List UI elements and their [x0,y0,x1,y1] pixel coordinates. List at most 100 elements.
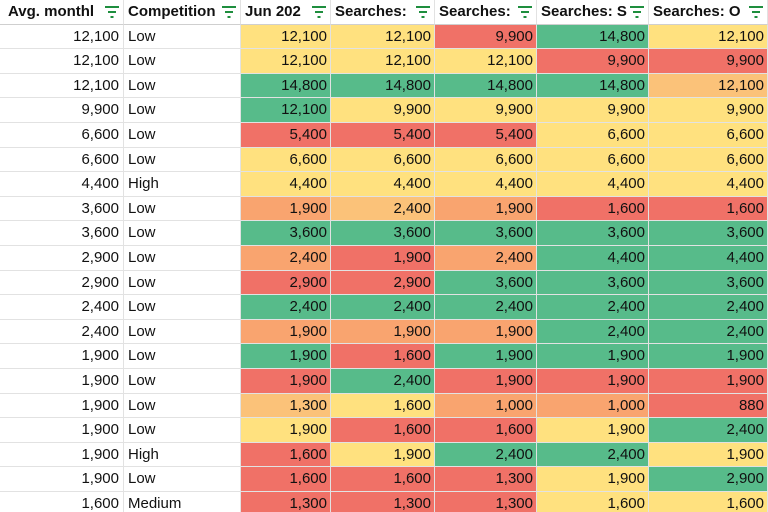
searches-value-cell[interactable]: 4,400 [649,245,768,271]
searches-value-cell[interactable]: 9,900 [435,24,537,50]
searches-value-cell[interactable]: 1,600 [331,393,435,419]
column-header-avg-monthly[interactable]: Avg. monthl [0,0,124,25]
searches-value-cell[interactable]: 6,600 [331,147,435,173]
column-header-searches-2[interactable]: Searches: [435,0,537,25]
avg-monthly-cell[interactable]: 9,900 [0,98,124,123]
searches-value-cell[interactable]: 3,600 [649,221,768,246]
avg-monthly-cell[interactable]: 1,900 [0,442,124,468]
searches-value-cell[interactable]: 5,400 [331,122,435,148]
competition-cell[interactable]: Low [124,122,241,148]
column-header-jun[interactable]: Jun 202 [241,0,331,25]
searches-value-cell[interactable]: 1,000 [537,393,649,419]
competition-cell[interactable]: Low [124,196,241,222]
searches-value-cell[interactable]: 4,400 [537,172,649,197]
searches-value-cell[interactable]: 880 [649,393,768,419]
searches-value-cell[interactable]: 14,800 [331,73,435,99]
searches-value-cell[interactable]: 12,100 [241,24,331,50]
searches-value-cell[interactable]: 12,100 [331,49,435,74]
searches-value-cell[interactable]: 3,600 [537,221,649,246]
searches-value-cell[interactable]: 1,600 [241,467,331,492]
searches-value-cell[interactable]: 1,600 [649,196,768,222]
competition-cell[interactable]: Low [124,98,241,123]
searches-value-cell[interactable]: 9,900 [649,98,768,123]
searches-value-cell[interactable]: 14,800 [537,73,649,99]
avg-monthly-cell[interactable]: 1,900 [0,393,124,419]
searches-value-cell[interactable]: 1,900 [331,442,435,468]
searches-value-cell[interactable]: 3,600 [331,221,435,246]
searches-value-cell[interactable]: 6,600 [649,122,768,148]
competition-cell[interactable]: Low [124,295,241,320]
competition-cell[interactable]: Low [124,270,241,296]
searches-value-cell[interactable]: 3,600 [241,221,331,246]
searches-value-cell[interactable]: 2,400 [649,295,768,320]
searches-value-cell[interactable]: 6,600 [649,147,768,173]
searches-value-cell[interactable]: 12,100 [649,73,768,99]
searches-value-cell[interactable]: 12,100 [649,24,768,50]
searches-value-cell[interactable]: 2,400 [241,295,331,320]
searches-value-cell[interactable]: 1,300 [435,467,537,492]
searches-value-cell[interactable]: 9,900 [331,98,435,123]
column-header-searches-4[interactable]: Searches: O [649,0,768,25]
searches-value-cell[interactable]: 1,600 [435,418,537,443]
competition-cell[interactable]: Low [124,393,241,419]
searches-value-cell[interactable]: 1,600 [649,491,768,512]
searches-value-cell[interactable]: 6,600 [435,147,537,173]
filter-icon[interactable] [517,4,533,20]
searches-value-cell[interactable]: 4,400 [241,172,331,197]
searches-value-cell[interactable]: 1,600 [331,418,435,443]
competition-cell[interactable]: Low [124,344,241,369]
searches-value-cell[interactable]: 4,400 [435,172,537,197]
searches-value-cell[interactable]: 2,400 [331,368,435,394]
searches-value-cell[interactable]: 2,400 [331,196,435,222]
searches-value-cell[interactable]: 14,800 [241,73,331,99]
avg-monthly-cell[interactable]: 3,600 [0,221,124,246]
avg-monthly-cell[interactable]: 2,400 [0,295,124,320]
avg-monthly-cell[interactable]: 1,900 [0,368,124,394]
searches-value-cell[interactable]: 5,400 [241,122,331,148]
searches-value-cell[interactable]: 5,400 [435,122,537,148]
searches-value-cell[interactable]: 1,900 [331,319,435,345]
filter-icon[interactable] [104,4,120,20]
searches-value-cell[interactable]: 1,900 [241,196,331,222]
searches-value-cell[interactable]: 1,300 [241,491,331,512]
searches-value-cell[interactable]: 1,900 [241,344,331,369]
searches-value-cell[interactable]: 6,600 [537,147,649,173]
searches-value-cell[interactable]: 1,300 [331,491,435,512]
searches-value-cell[interactable]: 2,400 [537,295,649,320]
searches-value-cell[interactable]: 6,600 [241,147,331,173]
searches-value-cell[interactable]: 3,600 [649,270,768,296]
searches-value-cell[interactable]: 1,900 [435,319,537,345]
avg-monthly-cell[interactable]: 12,100 [0,49,124,74]
competition-cell[interactable]: Low [124,73,241,99]
searches-value-cell[interactable]: 1,900 [649,368,768,394]
searches-value-cell[interactable]: 12,100 [435,49,537,74]
searches-value-cell[interactable]: 9,900 [435,98,537,123]
filter-icon[interactable] [311,4,327,20]
searches-value-cell[interactable]: 1,900 [241,418,331,443]
searches-value-cell[interactable]: 1,000 [435,393,537,419]
searches-value-cell[interactable]: 2,400 [649,319,768,345]
searches-value-cell[interactable]: 2,400 [537,319,649,345]
searches-value-cell[interactable]: 3,600 [435,270,537,296]
avg-monthly-cell[interactable]: 2,900 [0,245,124,271]
searches-value-cell[interactable]: 1,900 [435,368,537,394]
avg-monthly-cell[interactable]: 4,400 [0,172,124,197]
searches-value-cell[interactable]: 3,600 [435,221,537,246]
searches-value-cell[interactable]: 1,900 [435,344,537,369]
searches-value-cell[interactable]: 1,600 [241,442,331,468]
searches-value-cell[interactable]: 2,400 [435,295,537,320]
avg-monthly-cell[interactable]: 1,900 [0,344,124,369]
avg-monthly-cell[interactable]: 2,900 [0,270,124,296]
searches-value-cell[interactable]: 14,800 [537,24,649,50]
competition-cell[interactable]: Low [124,221,241,246]
searches-value-cell[interactable]: 14,800 [435,73,537,99]
avg-monthly-cell[interactable]: 12,100 [0,73,124,99]
avg-monthly-cell[interactable]: 1,600 [0,491,124,512]
competition-cell[interactable]: Low [124,24,241,50]
avg-monthly-cell[interactable]: 2,400 [0,319,124,345]
avg-monthly-cell[interactable]: 1,900 [0,467,124,492]
searches-value-cell[interactable]: 2,400 [649,418,768,443]
competition-cell[interactable]: High [124,172,241,197]
column-header-competition[interactable]: Competition [124,0,241,25]
searches-value-cell[interactable]: 1,600 [331,467,435,492]
